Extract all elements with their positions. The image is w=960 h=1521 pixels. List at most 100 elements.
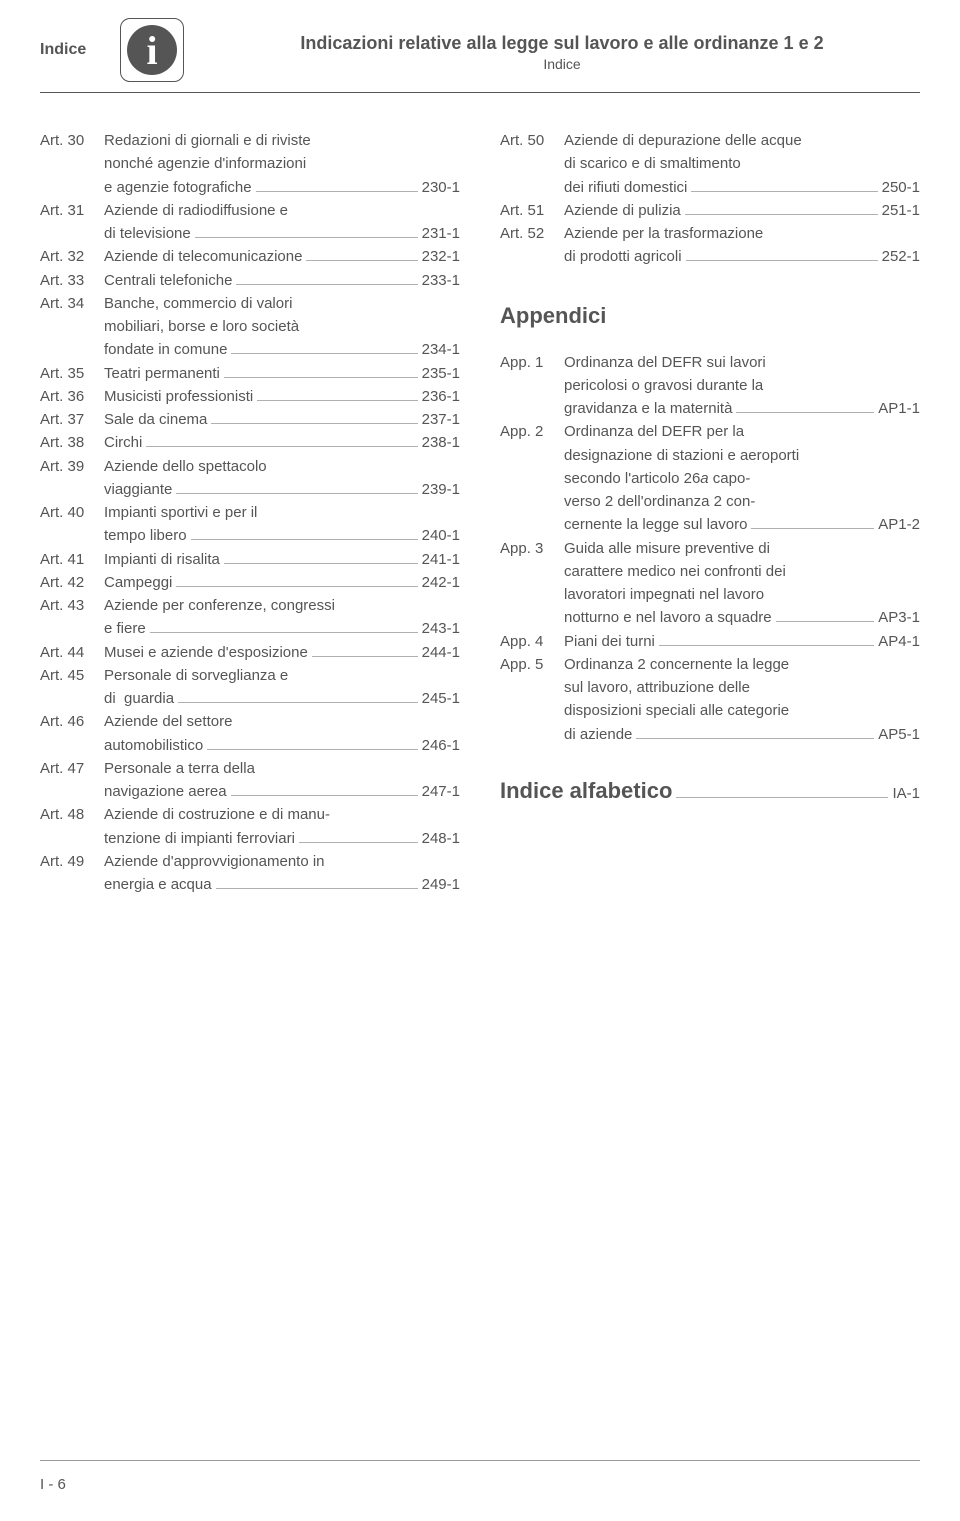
header-title: Indicazioni relative alla legge sul lavo… — [204, 33, 920, 54]
toc-entry: Art. 45Personale di sorveglianza edi gua… — [40, 664, 460, 711]
entry-article-label: App. 2 — [500, 420, 564, 443]
leader-line — [231, 795, 418, 796]
entry-text-line: Aziende dello spettacolo — [104, 455, 460, 478]
footer-rule — [40, 1460, 920, 1461]
entry-article-label: Art. 50 — [500, 129, 564, 152]
entry-text-line: Aziende d'approvvigionamento in — [104, 850, 460, 873]
left-column: Art. 30Redazioni di giornali e di rivist… — [40, 129, 460, 896]
entry-text-line: secondo l'articolo 26a capo- — [564, 467, 920, 490]
entry-article-label: Art. 33 — [40, 269, 104, 292]
leader-line — [776, 621, 875, 622]
leader-line — [207, 749, 417, 750]
info-letter-icon: i — [146, 27, 157, 74]
leader-line — [636, 738, 874, 739]
entry-last-text: e agenzie fotografiche — [104, 176, 252, 199]
entry-text-line: sul lavoro, attribuzione delle — [564, 676, 920, 699]
leader-line — [691, 191, 877, 192]
entry-page-number: AP4-1 — [878, 630, 920, 653]
entry-article-label: Art. 30 — [40, 129, 104, 152]
indice-alfabetico-page: IA-1 — [892, 782, 920, 805]
entry-text-line: Aziende per la trasformazione — [564, 222, 920, 245]
toc-entry: Art. 34Banche, commercio di valorimobili… — [40, 292, 460, 362]
leader-line — [195, 237, 418, 238]
leader-line — [257, 400, 417, 401]
info-icon: i — [120, 18, 184, 82]
entry-last-text: Impianti di risalita — [104, 548, 220, 571]
entry-last-text: cernente la legge sul lavoro — [564, 513, 747, 536]
entry-page-number: 239-1 — [422, 478, 460, 501]
leader-line — [659, 645, 874, 646]
toc-entry: Art. 40Impianti sportivi e per iltempo l… — [40, 501, 460, 548]
entry-article-label: Art. 49 — [40, 850, 104, 873]
toc-entry: Art. 33Centrali telefoniche233-1 — [40, 269, 460, 292]
entry-text-line: designazione di stazioni e aeroporti — [564, 444, 920, 467]
toc-entry: Art. 50Aziende di depurazione delle acqu… — [500, 129, 920, 199]
leader-line — [676, 797, 888, 798]
entry-article-label: Art. 42 — [40, 571, 104, 594]
toc-entry: Art. 37Sale da cinema237-1 — [40, 408, 460, 431]
entry-last-text: tempo libero — [104, 524, 187, 547]
entry-page-number: 246-1 — [422, 734, 460, 757]
entry-last-text: Teatri permanenti — [104, 362, 220, 385]
entry-page-number: 236-1 — [422, 385, 460, 408]
entry-text-line: disposizioni speciali alle categorie — [564, 699, 920, 722]
leader-line — [299, 842, 418, 843]
toc-entry: App. 3Guida alle misure preventive dicar… — [500, 537, 920, 630]
entry-text-line: Ordinanza del DEFR sui lavori — [564, 351, 920, 374]
entry-article-label: App. 5 — [500, 653, 564, 676]
entry-page-number: 231-1 — [422, 222, 460, 245]
entry-page-number: 252-1 — [882, 245, 920, 268]
entry-text-line: Banche, commercio di valori — [104, 292, 460, 315]
toc-entry: Art. 38Circhi238-1 — [40, 431, 460, 454]
entry-text-line: Aziende di depurazione delle acque — [564, 129, 920, 152]
entry-last-text: Aziende di pulizia — [564, 199, 681, 222]
leader-line — [146, 446, 417, 447]
entry-last-text: Campeggi — [104, 571, 172, 594]
indice-label: Indice — [40, 41, 100, 59]
entry-text-line: Impianti sportivi e per il — [104, 501, 460, 524]
entry-last-text: energia e acqua — [104, 873, 212, 896]
leader-line — [211, 423, 417, 424]
entry-page-number: 240-1 — [422, 524, 460, 547]
entry-last-text: fondate in comune — [104, 338, 227, 361]
entry-last-text: e fiere — [104, 617, 146, 640]
toc-entry: Art. 49Aziende d'approvvigionamento inen… — [40, 850, 460, 897]
leader-line — [178, 702, 418, 703]
entry-page-number: 247-1 — [422, 780, 460, 803]
entry-page-number: 244-1 — [422, 641, 460, 664]
entry-last-text: automobilistico — [104, 734, 203, 757]
leader-line — [306, 260, 417, 261]
entry-last-text: di televisione — [104, 222, 191, 245]
entry-article-label: Art. 51 — [500, 199, 564, 222]
toc-entry: Art. 51Aziende di pulizia251-1 — [500, 199, 920, 222]
leader-line — [176, 493, 417, 494]
entry-text-line: Redazioni di giornali e di riviste — [104, 129, 460, 152]
entry-article-label: Art. 40 — [40, 501, 104, 524]
entry-page-number: 233-1 — [422, 269, 460, 292]
entry-article-label: App. 4 — [500, 630, 564, 653]
entry-article-label: App. 3 — [500, 537, 564, 560]
footer-page-number: I - 6 — [40, 1476, 66, 1493]
entry-last-text: di aziende — [564, 723, 632, 746]
entry-last-text: viaggiante — [104, 478, 172, 501]
leader-line — [236, 284, 417, 285]
entry-article-label: Art. 37 — [40, 408, 104, 431]
entry-article-label: Art. 47 — [40, 757, 104, 780]
entry-text-line: Ordinanza del DEFR per la — [564, 420, 920, 443]
entry-page-number: 245-1 — [422, 687, 460, 710]
entry-article-label: App. 1 — [500, 351, 564, 374]
entry-last-text: tenzione di impianti ferroviari — [104, 827, 295, 850]
entry-text-line: Aziende di radiodiffusione e — [104, 199, 460, 222]
indice-alfabetico-row: Indice alfabeticoIA-1 — [500, 774, 920, 808]
entry-article-label: Art. 32 — [40, 245, 104, 268]
entry-page-number: 249-1 — [422, 873, 460, 896]
content-columns: Art. 30Redazioni di giornali e di rivist… — [0, 93, 960, 896]
entry-page-number: 230-1 — [422, 176, 460, 199]
toc-entry: Art. 35Teatri permanenti235-1 — [40, 362, 460, 385]
toc-entry: App. 2Ordinanza del DEFR per ladesignazi… — [500, 420, 920, 536]
leader-line — [224, 377, 418, 378]
entry-page-number: 241-1 — [422, 548, 460, 571]
toc-entry: Art. 46Aziende del settoreautomobilistic… — [40, 710, 460, 757]
entry-page-number: AP3-1 — [878, 606, 920, 629]
entry-text-line: verso 2 dell'ordinanza 2 con- — [564, 490, 920, 513]
